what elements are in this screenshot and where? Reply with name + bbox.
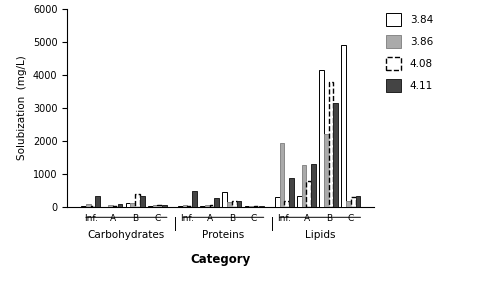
Bar	[118, 204, 122, 207]
Bar	[140, 196, 144, 207]
Bar	[222, 192, 227, 207]
Bar	[210, 205, 215, 207]
Bar	[178, 206, 183, 207]
Bar	[227, 202, 232, 207]
Bar	[245, 206, 250, 207]
Bar	[81, 206, 86, 207]
Bar	[86, 204, 91, 207]
Text: Lipids: Lipids	[305, 230, 335, 240]
Bar	[275, 198, 279, 207]
Bar	[289, 177, 294, 207]
Bar	[334, 103, 338, 207]
Bar	[183, 205, 188, 207]
Bar	[232, 201, 237, 207]
Bar	[205, 205, 210, 207]
Text: Carbohydrates: Carbohydrates	[88, 230, 165, 240]
Bar	[341, 45, 346, 207]
Bar	[307, 181, 311, 207]
Bar	[356, 196, 360, 207]
Bar	[135, 194, 140, 207]
Bar	[113, 206, 118, 207]
Bar	[279, 143, 284, 207]
Bar	[297, 196, 302, 207]
Bar	[108, 205, 113, 207]
Bar	[237, 201, 241, 207]
Bar	[259, 206, 264, 207]
Bar	[157, 205, 162, 207]
Bar	[96, 196, 100, 207]
Bar	[215, 198, 219, 207]
Bar	[131, 203, 135, 207]
Bar	[319, 70, 324, 207]
Bar	[324, 134, 329, 207]
Bar	[91, 206, 96, 207]
Bar	[200, 206, 205, 207]
X-axis label: Category: Category	[191, 253, 251, 266]
Bar	[346, 201, 351, 207]
Bar	[302, 165, 307, 207]
Bar	[250, 206, 254, 207]
Bar	[351, 198, 356, 207]
Y-axis label: Solubization  (mg/L): Solubization (mg/L)	[17, 56, 27, 160]
Bar	[311, 164, 316, 207]
Bar	[153, 205, 157, 207]
Bar	[284, 201, 289, 207]
Bar	[188, 206, 192, 207]
Bar	[148, 206, 153, 207]
Bar	[329, 82, 334, 207]
Bar	[254, 206, 259, 207]
Legend: 3.84, 3.86, 4.08, 4.11: 3.84, 3.86, 4.08, 4.11	[383, 10, 436, 95]
Bar	[162, 205, 167, 207]
Bar	[126, 203, 131, 207]
Bar	[192, 191, 197, 207]
Text: Proteins: Proteins	[202, 230, 244, 240]
